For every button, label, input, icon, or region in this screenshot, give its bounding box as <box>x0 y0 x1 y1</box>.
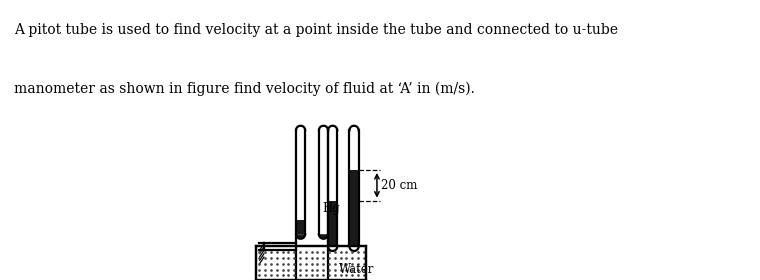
Wedge shape <box>319 234 328 239</box>
Wedge shape <box>296 234 306 239</box>
Text: A pitot tube is used to find velocity at a point inside the tube and connected t: A pitot tube is used to find velocity at… <box>14 23 618 37</box>
Wedge shape <box>350 246 359 251</box>
Bar <box>296 220 306 234</box>
Text: 20 cm: 20 cm <box>381 179 417 192</box>
Text: Water: Water <box>339 263 374 276</box>
Bar <box>256 246 366 280</box>
Bar <box>350 170 359 246</box>
Text: manometer as shown in figure find velocity of fluid at ‘A’ in (m/s).: manometer as shown in figure find veloci… <box>14 82 474 96</box>
Wedge shape <box>328 246 337 251</box>
Bar <box>328 200 337 246</box>
Text: Hg: Hg <box>322 202 340 215</box>
